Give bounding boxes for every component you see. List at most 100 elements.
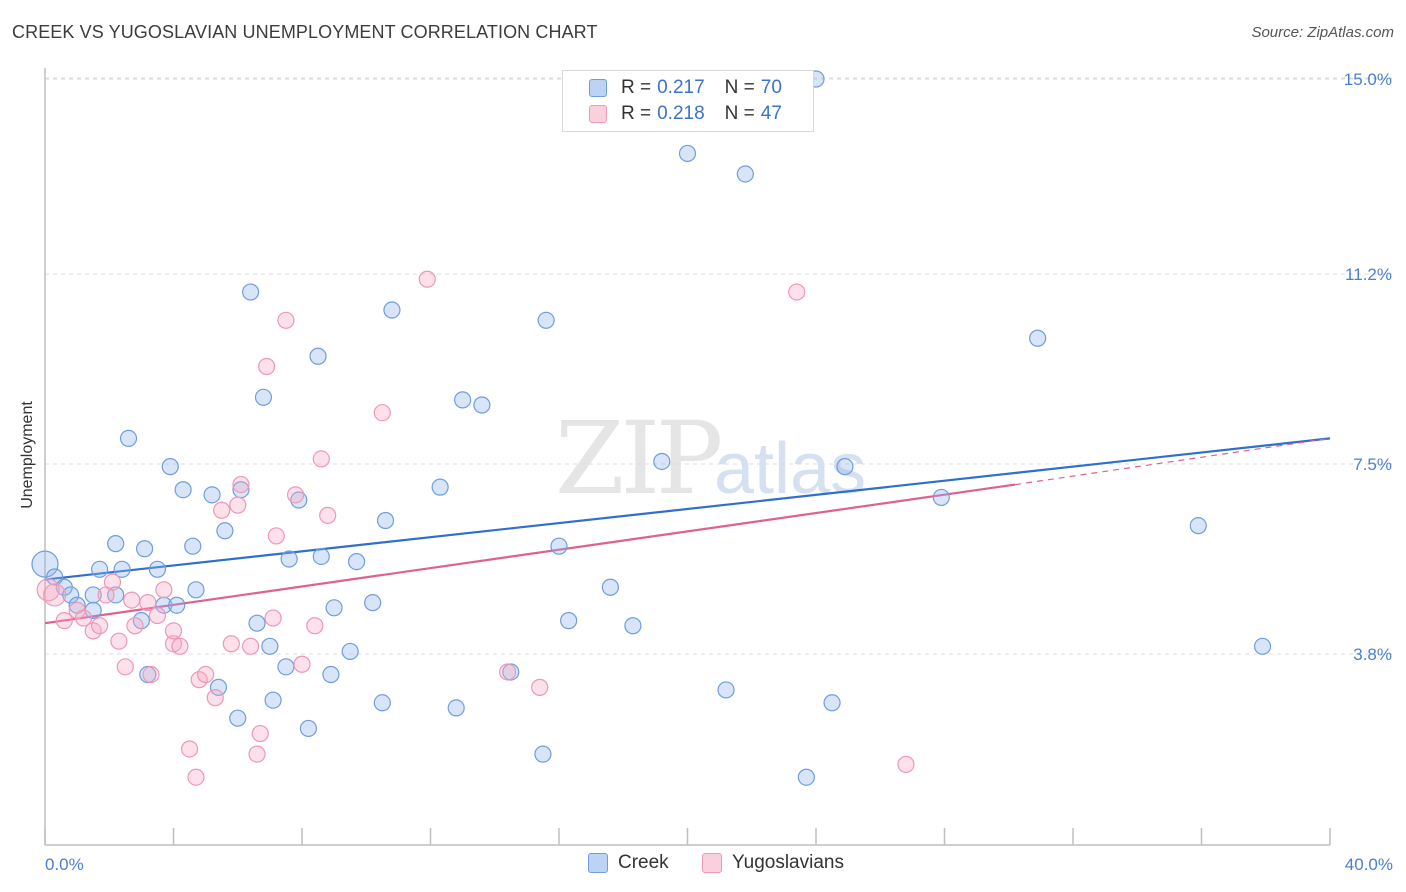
- legend-n-label: N =: [724, 103, 755, 124]
- creek-point: [280, 550, 298, 568]
- creek-legend-swatch: [588, 853, 608, 873]
- creek-point: [168, 596, 186, 614]
- yugoslavians-point: [187, 768, 205, 786]
- creek-point: [309, 347, 327, 365]
- yugoslavians-point: [123, 591, 141, 609]
- creek-trend-line: [44, 437, 1331, 581]
- yugoslavians-point: [788, 283, 806, 301]
- yugoslavians-point: [91, 617, 109, 635]
- creek-point: [242, 283, 260, 301]
- creek-point: [823, 694, 841, 712]
- creek-point: [836, 458, 854, 476]
- yugoslavians-point: [258, 357, 276, 376]
- creek-point: [537, 311, 555, 329]
- legend-n-value-creek: 70: [760, 77, 782, 98]
- yugoslavians-trend-extension: [1015, 437, 1331, 486]
- creek-point: [254, 388, 273, 406]
- chart-title: CREEK VS YUGOSLAVIAN UNEMPLOYMENT CORREL…: [12, 22, 598, 42]
- yugoslavians-point: [148, 606, 167, 625]
- yugoslavians-point: [164, 622, 183, 640]
- legend-label-creek: Creek: [618, 852, 669, 873]
- creek-point: [264, 691, 282, 709]
- creek-point: [184, 537, 202, 555]
- watermark-atlas: atlas: [714, 429, 867, 509]
- yugoslavians-point: [213, 501, 231, 519]
- yugoslavians-point: [116, 658, 134, 676]
- yugoslavians-point: [229, 496, 247, 514]
- creek-point: [373, 694, 391, 712]
- creek-point: [31, 550, 59, 578]
- creek-point: [161, 458, 179, 476]
- legend-item-creek: Creek: [588, 852, 669, 874]
- yugoslavians-point: [139, 594, 157, 612]
- legend-n-label: N =: [724, 77, 755, 98]
- creek-point: [376, 511, 395, 530]
- y-tick-label: 15.0%: [1344, 70, 1392, 89]
- yugoslavians-point: [418, 270, 436, 288]
- trend-lines: [44, 437, 1331, 625]
- yugoslavians-point: [499, 663, 517, 681]
- yugoslavians-swatch: [589, 105, 607, 123]
- creek-point: [290, 491, 308, 509]
- data-points: [31, 70, 1272, 786]
- yugoslavians-point: [306, 617, 324, 635]
- legend-n-value-yugoslavians: 47: [760, 103, 782, 124]
- creek-point: [312, 547, 330, 566]
- x-tick-label: 40.0%: [1345, 855, 1393, 874]
- yugoslavians-point: [312, 450, 330, 468]
- creek-point: [113, 560, 131, 578]
- yugoslavians-point: [74, 609, 93, 627]
- yugoslavians-point: [293, 655, 311, 673]
- creek-point: [736, 165, 754, 183]
- legend-r-label: R =: [621, 77, 652, 98]
- legend-r-value-yugoslavians: 0.218: [657, 103, 705, 124]
- creek-point: [248, 614, 266, 632]
- creek-point: [119, 429, 138, 447]
- creek-point: [1189, 517, 1207, 535]
- legend-r-value-creek: 0.217: [657, 77, 705, 98]
- yugoslavians-point: [373, 404, 391, 422]
- yugoslavians-point: [103, 573, 122, 591]
- creek-point: [107, 586, 125, 604]
- y-tick-label: 3.8%: [1353, 645, 1392, 664]
- yugoslavians-point: [232, 475, 250, 494]
- creek-point: [229, 709, 247, 727]
- legend-label-yugoslavians: Yugoslavians: [732, 852, 844, 873]
- yugoslavians-legend-swatch: [702, 853, 722, 873]
- creek-point: [277, 658, 295, 676]
- yugoslavians-point: [142, 665, 160, 684]
- creek-point: [107, 535, 125, 553]
- creek-point: [209, 678, 228, 696]
- yugoslavians-point: [171, 637, 189, 655]
- legend-r-label: R =: [621, 103, 652, 124]
- creek-point: [550, 537, 568, 555]
- yugoslavians-point: [286, 486, 305, 504]
- yugoslavians-point: [222, 635, 240, 653]
- creek-point: [1253, 637, 1272, 655]
- y-tick-label: 11.2%: [1345, 265, 1392, 284]
- creek-point: [560, 612, 578, 630]
- creek-point: [383, 301, 401, 319]
- creek-point: [1029, 329, 1047, 347]
- y-tick-label: 7.5%: [1353, 455, 1392, 474]
- creek-point: [187, 581, 205, 599]
- yugoslavians-point: [206, 689, 224, 707]
- creek-point: [364, 594, 382, 612]
- yugoslavians-point: [43, 583, 67, 607]
- creek-point: [216, 522, 234, 540]
- tick-labels: 3.8% 7.5% 11.2% 15.0% 0.0% 40.0%: [45, 70, 1393, 874]
- yugoslavians-point: [248, 745, 266, 763]
- creek-point: [62, 586, 80, 604]
- creek-point: [447, 699, 465, 717]
- creek-point: [148, 560, 167, 578]
- yugoslavians-point: [277, 311, 295, 329]
- yugoslavians-point: [180, 740, 199, 758]
- x-tick-label: 0.0%: [45, 855, 84, 874]
- watermark-zip: ZIP: [555, 400, 723, 517]
- yugoslavians-point: [267, 527, 285, 545]
- creek-point: [348, 552, 366, 571]
- yugoslavians-point: [197, 665, 215, 684]
- yugoslavians-point: [110, 632, 128, 650]
- creek-point: [534, 745, 552, 763]
